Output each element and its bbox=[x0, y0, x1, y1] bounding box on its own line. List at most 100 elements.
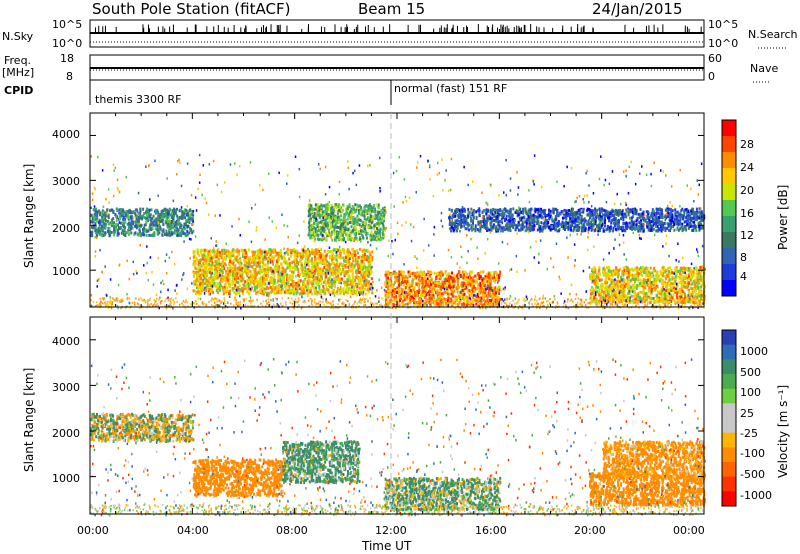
data-cell bbox=[110, 230, 113, 234]
velocity-cb-tick-25: 25 bbox=[740, 407, 754, 420]
data-cell bbox=[428, 297, 431, 301]
data-cell bbox=[259, 254, 262, 258]
data-cell bbox=[222, 258, 225, 262]
data-cell bbox=[112, 221, 115, 225]
data-cell bbox=[347, 207, 349, 210]
data-cell bbox=[363, 257, 366, 261]
data-cell bbox=[478, 277, 481, 281]
data-cell bbox=[90, 233, 93, 237]
data-cell bbox=[354, 224, 357, 228]
data-cell bbox=[186, 219, 188, 223]
data-cell bbox=[108, 227, 111, 231]
data-cell bbox=[432, 281, 435, 285]
data-cell bbox=[370, 234, 373, 238]
data-cell bbox=[113, 228, 116, 232]
data-cell bbox=[376, 203, 379, 207]
data-cell bbox=[158, 228, 161, 232]
data-cell bbox=[409, 293, 412, 297]
data-cell bbox=[202, 280, 204, 284]
data-cell bbox=[192, 255, 195, 259]
data-cell bbox=[472, 285, 475, 288]
data-cell bbox=[238, 258, 241, 262]
data-cell bbox=[389, 288, 392, 292]
data-cell bbox=[312, 278, 315, 282]
data-cell bbox=[369, 256, 372, 260]
data-cell bbox=[122, 221, 125, 225]
data-cell bbox=[340, 277, 343, 281]
data-cell bbox=[341, 267, 344, 271]
power-cb-tick-24: 24 bbox=[740, 161, 754, 174]
data-cell bbox=[199, 258, 202, 262]
data-cell bbox=[188, 209, 191, 213]
data-cell bbox=[346, 277, 349, 281]
data-cell bbox=[232, 267, 234, 271]
data-cell bbox=[333, 277, 336, 281]
data-cell bbox=[408, 283, 411, 287]
data-cell bbox=[183, 211, 186, 215]
data-cell bbox=[346, 236, 349, 240]
data-cell bbox=[145, 229, 148, 233]
data-cell bbox=[353, 284, 356, 288]
data-cell bbox=[238, 284, 241, 288]
data-cell bbox=[469, 282, 472, 286]
velocity-cb-tick-500: 500 bbox=[740, 366, 761, 379]
data-cell bbox=[123, 231, 126, 235]
data-cell bbox=[256, 250, 259, 254]
data-cell bbox=[181, 227, 183, 231]
data-cell bbox=[219, 253, 222, 257]
data-cell bbox=[128, 221, 131, 225]
data-cell bbox=[308, 279, 311, 283]
data-cell bbox=[212, 276, 215, 279]
data-cell bbox=[236, 250, 239, 254]
data-cell bbox=[351, 254, 354, 258]
data-cell bbox=[368, 250, 371, 254]
data-cell bbox=[400, 295, 403, 299]
data-cell bbox=[195, 279, 198, 282]
data-cell bbox=[465, 281, 468, 285]
data-cell bbox=[380, 237, 383, 241]
data-cell bbox=[142, 207, 145, 211]
data-cell bbox=[244, 280, 247, 284]
data-cell bbox=[192, 275, 195, 279]
data-cell bbox=[191, 210, 194, 214]
data-cell bbox=[394, 275, 397, 279]
power-cb-tick-12: 12 bbox=[740, 229, 754, 242]
data-cell bbox=[154, 211, 157, 215]
data-cell bbox=[104, 225, 107, 229]
data-cell bbox=[176, 207, 178, 211]
data-cell bbox=[348, 254, 351, 258]
data-cell bbox=[358, 211, 360, 215]
data-cell bbox=[143, 216, 146, 220]
data-cell bbox=[465, 303, 468, 307]
data-cell bbox=[128, 232, 131, 236]
data-cell bbox=[165, 221, 168, 225]
data-cell bbox=[404, 286, 407, 289]
data-cell bbox=[194, 266, 197, 270]
nsky-right-top-tick: 10^5 bbox=[708, 18, 739, 31]
data-cell bbox=[418, 288, 421, 292]
data-cell bbox=[447, 296, 450, 300]
data-cell bbox=[322, 289, 325, 293]
data-cell bbox=[484, 293, 486, 297]
data-cell bbox=[125, 210, 128, 214]
data-cell bbox=[352, 290, 355, 294]
data-cell bbox=[339, 226, 342, 230]
data-cell bbox=[275, 263, 278, 267]
chart-title: South Pole Station (fitACF) bbox=[92, 0, 291, 18]
data-cell bbox=[162, 230, 165, 233]
data-cell bbox=[354, 290, 357, 294]
data-cell bbox=[313, 258, 316, 262]
data-cell bbox=[331, 238, 334, 242]
data-cell bbox=[308, 254, 311, 258]
data-cell bbox=[104, 211, 107, 215]
data-cell bbox=[151, 233, 154, 237]
data-cell bbox=[287, 263, 289, 267]
data-cell bbox=[350, 287, 353, 291]
data-cell bbox=[210, 267, 213, 271]
data-cell bbox=[103, 222, 106, 226]
data-cell bbox=[463, 302, 465, 306]
data-cell bbox=[367, 207, 370, 211]
data-cell bbox=[185, 208, 188, 212]
data-cell bbox=[201, 271, 204, 275]
data-cell bbox=[389, 299, 391, 303]
